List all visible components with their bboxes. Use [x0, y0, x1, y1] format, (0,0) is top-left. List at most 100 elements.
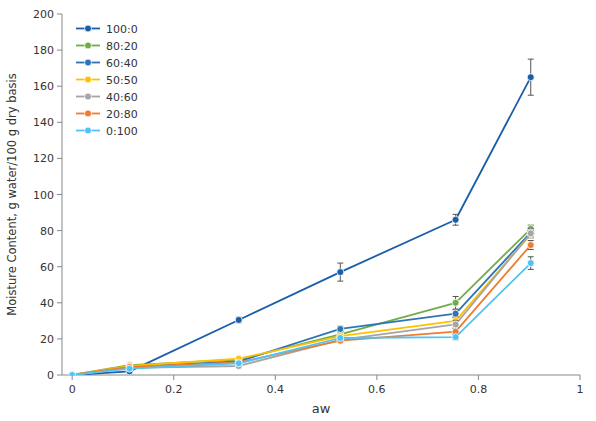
y-tick-label: 60 — [40, 261, 54, 274]
x-tick-label: 0.8 — [470, 383, 488, 396]
y-tick — [57, 230, 62, 231]
error-bar — [337, 326, 343, 331]
legend-label: 20:80 — [106, 108, 138, 121]
error-bar — [453, 310, 459, 317]
x-tick — [376, 375, 377, 380]
y-tick — [57, 302, 62, 303]
legend-label: 100:0 — [106, 23, 138, 36]
legend-label: 80:20 — [106, 40, 138, 53]
series-line — [72, 229, 531, 375]
y-tick — [57, 338, 62, 339]
error-bar — [528, 257, 534, 270]
legend-marker — [85, 25, 92, 32]
legend-marker — [85, 59, 92, 66]
y-tick-label: 200 — [33, 8, 54, 21]
y-tick-label: 20 — [40, 333, 54, 346]
y-tick-label: 40 — [40, 297, 54, 310]
legend-marker — [85, 127, 92, 134]
series — [69, 230, 535, 375]
legend-label: 0:100 — [106, 125, 138, 138]
x-tick — [72, 375, 73, 380]
y-tick-label: 120 — [33, 152, 54, 165]
data-point — [126, 364, 133, 371]
x-tick — [173, 375, 174, 380]
y-tick — [57, 266, 62, 267]
data-point — [69, 372, 76, 376]
y-tick-label: 180 — [33, 44, 54, 57]
data-point — [126, 365, 133, 372]
x-tick-label: 0 — [69, 383, 76, 396]
error-bar — [528, 231, 534, 236]
data-point — [69, 372, 76, 376]
error-bar — [453, 214, 459, 225]
series-line — [72, 233, 531, 375]
data-point — [452, 299, 459, 306]
error-bar — [337, 263, 343, 281]
data-point — [337, 269, 344, 276]
legend-label: 60:40 — [106, 57, 138, 70]
data-point — [527, 230, 534, 237]
y-tick — [57, 122, 62, 123]
data-point — [235, 359, 242, 366]
series-line — [72, 245, 531, 375]
data-point — [69, 372, 76, 376]
data-point — [69, 372, 76, 376]
x-axis-label: aw — [312, 401, 331, 416]
legend-label: 50:50 — [106, 74, 138, 87]
error-bar — [528, 229, 534, 236]
data-point — [235, 360, 242, 367]
axes: 0 0.2 0.4 0.6 0.8 1 0 20 40 60 80 100 120 140 160 180 20… — [33, 8, 584, 396]
data-point — [69, 372, 76, 376]
legend: 100:080:2060:4050:5040:6020:800:100 — [76, 23, 138, 138]
data-point — [235, 316, 242, 323]
error-bar — [528, 59, 534, 95]
series — [69, 241, 535, 375]
error-bar — [528, 241, 534, 250]
data-point — [527, 260, 534, 267]
y-tick — [57, 86, 62, 87]
error-bar — [236, 317, 242, 322]
data-point — [452, 321, 459, 328]
error-bar — [453, 321, 459, 328]
series-line — [72, 77, 531, 375]
plot-area — [69, 59, 535, 375]
series-line — [72, 232, 531, 375]
y-tick-label: 80 — [40, 225, 54, 238]
legend-marker — [85, 76, 92, 83]
legend-marker — [85, 93, 92, 100]
y-tick-label: 100 — [33, 189, 54, 202]
y-tick — [57, 194, 62, 195]
series — [69, 59, 535, 375]
data-point — [337, 334, 344, 341]
error-bar — [453, 296, 459, 309]
data-point — [452, 216, 459, 223]
legend-marker — [85, 110, 92, 117]
y-tick-label: 140 — [33, 116, 54, 129]
y-tick — [57, 375, 62, 376]
y-tick — [57, 158, 62, 159]
x-tick-label: 0.4 — [267, 383, 285, 396]
series — [69, 225, 535, 375]
x-tick-label: 0.6 — [368, 383, 386, 396]
x-tick — [275, 375, 276, 380]
data-point — [452, 334, 459, 341]
data-point — [527, 242, 534, 249]
x-tick-label: 1 — [577, 383, 584, 396]
y-tick — [57, 14, 62, 15]
data-point — [527, 74, 534, 81]
data-point — [452, 310, 459, 317]
y-tick-label: 0 — [47, 369, 54, 382]
x-tick — [478, 375, 479, 380]
x-tick — [580, 375, 581, 380]
error-bar — [453, 334, 459, 339]
x-tick-label: 0.2 — [165, 383, 183, 396]
data-point — [69, 372, 76, 376]
series — [69, 257, 535, 375]
y-tick-label: 160 — [33, 80, 54, 93]
x-axis-line — [62, 375, 580, 376]
data-point — [69, 372, 76, 376]
series-line — [72, 263, 531, 375]
y-tick — [57, 50, 62, 51]
data-point — [337, 325, 344, 332]
series — [69, 231, 535, 375]
